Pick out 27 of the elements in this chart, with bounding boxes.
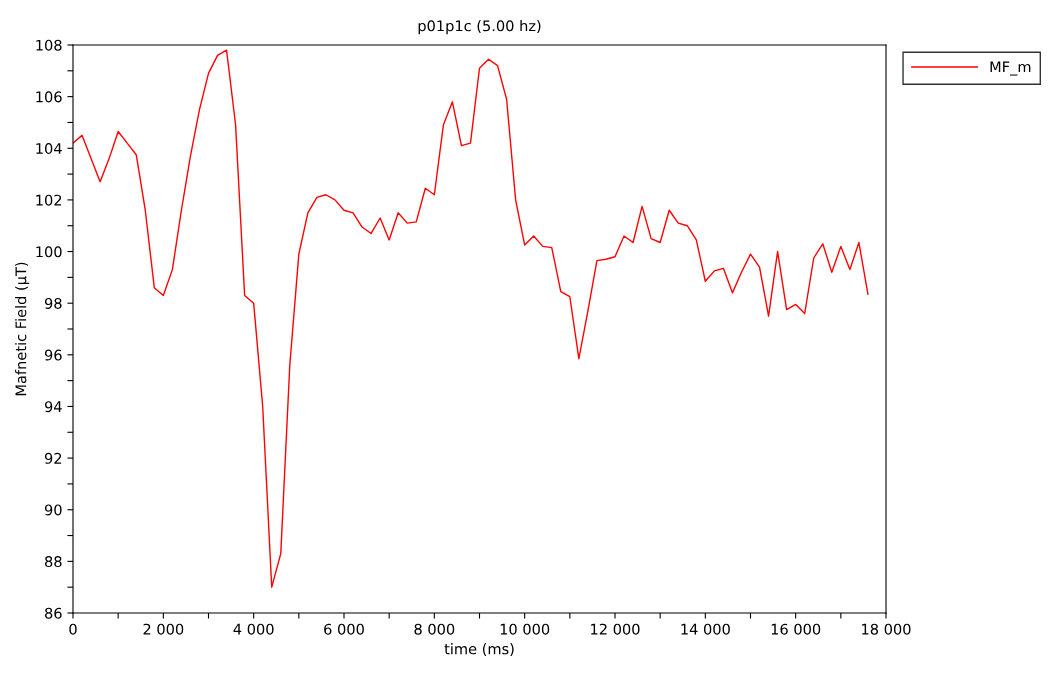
y-tick-label: 90 [44,504,62,516]
y-tick-label: 106 [36,91,62,103]
x-tick-label: 0 [69,623,77,635]
y-tick-label: 96 [44,349,62,361]
y-tick-label: 86 [45,607,62,619]
x-tick-label: 6 000 [324,623,364,635]
x-axis-title: time (ms) [444,643,514,657]
y-tick-label: 92 [44,452,62,464]
x-tick-label: 10 000 [500,623,550,635]
legend-label: MF_m [990,61,1031,76]
y-tick-label: 100 [36,246,62,258]
line-series [73,49,869,588]
x-tick-label: 12 000 [591,623,640,635]
y-tick-label: 108 [36,39,62,51]
x-tick-label: 18 000 [862,623,911,635]
x-tick-label: 16 000 [771,623,821,635]
y-tick-label: 102 [36,194,62,206]
chart-title: p01p1c (5.00 hz) [418,20,541,35]
x-tick-label: 2 000 [143,623,184,635]
y-tick-label: 88 [45,556,62,568]
x-tick-label: 14 000 [681,623,730,635]
y-tick-label: 98 [44,297,62,309]
y-tick-label: 94 [44,401,62,413]
y-axis-title: Mafnetic Field (µT) [15,262,30,396]
x-tick-label: 8 000 [414,623,455,635]
x-tick-label: 4 000 [233,623,274,635]
y-tick-label: 104 [36,142,62,155]
